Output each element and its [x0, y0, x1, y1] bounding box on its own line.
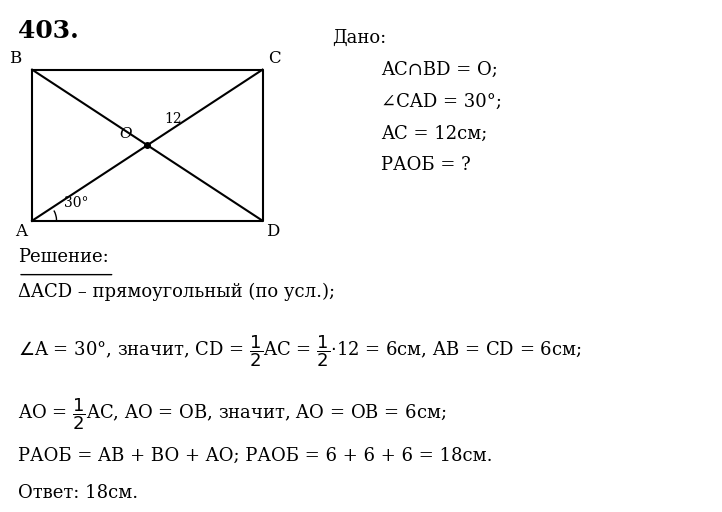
Text: Ответ: 18см.: Ответ: 18см.: [18, 484, 138, 502]
Text: PАОБ = AB + BO + AO; PАОБ = 6 + 6 + 6 = 18см.: PАОБ = AB + BO + AO; PАОБ = 6 + 6 + 6 = …: [18, 446, 492, 464]
Text: AC∩BD = O;: AC∩BD = O;: [381, 61, 498, 79]
Text: A: A: [15, 223, 27, 240]
Text: B: B: [9, 50, 22, 68]
Text: 30°: 30°: [64, 196, 88, 209]
Text: 12: 12: [165, 112, 183, 126]
Text: Дано:: Дано:: [332, 29, 387, 47]
Text: ΔACD – прямоугольный (по усл.);: ΔACD – прямоугольный (по усл.);: [18, 283, 335, 301]
Text: Решение:: Решение:: [18, 248, 109, 266]
Text: ∠CAD = 30°;: ∠CAD = 30°;: [381, 93, 503, 111]
Text: C: C: [268, 50, 280, 68]
Text: 403.: 403.: [18, 19, 79, 44]
Text: PАОБ = ?: PАОБ = ?: [381, 156, 471, 174]
Text: D: D: [266, 223, 279, 240]
Text: O: O: [119, 127, 132, 141]
Text: AC = 12см;: AC = 12см;: [381, 124, 487, 142]
Text: AO = $\dfrac{1}{2}$AC, AO = OB, значит, AO = OB = 6см;: AO = $\dfrac{1}{2}$AC, AO = OB, значит, …: [18, 396, 447, 432]
Text: $\angle$A = 30°, значит, CD = $\dfrac{1}{2}$AC = $\dfrac{1}{2}$$\cdot$12 = 6см, : $\angle$A = 30°, значит, CD = $\dfrac{1}…: [18, 333, 582, 369]
